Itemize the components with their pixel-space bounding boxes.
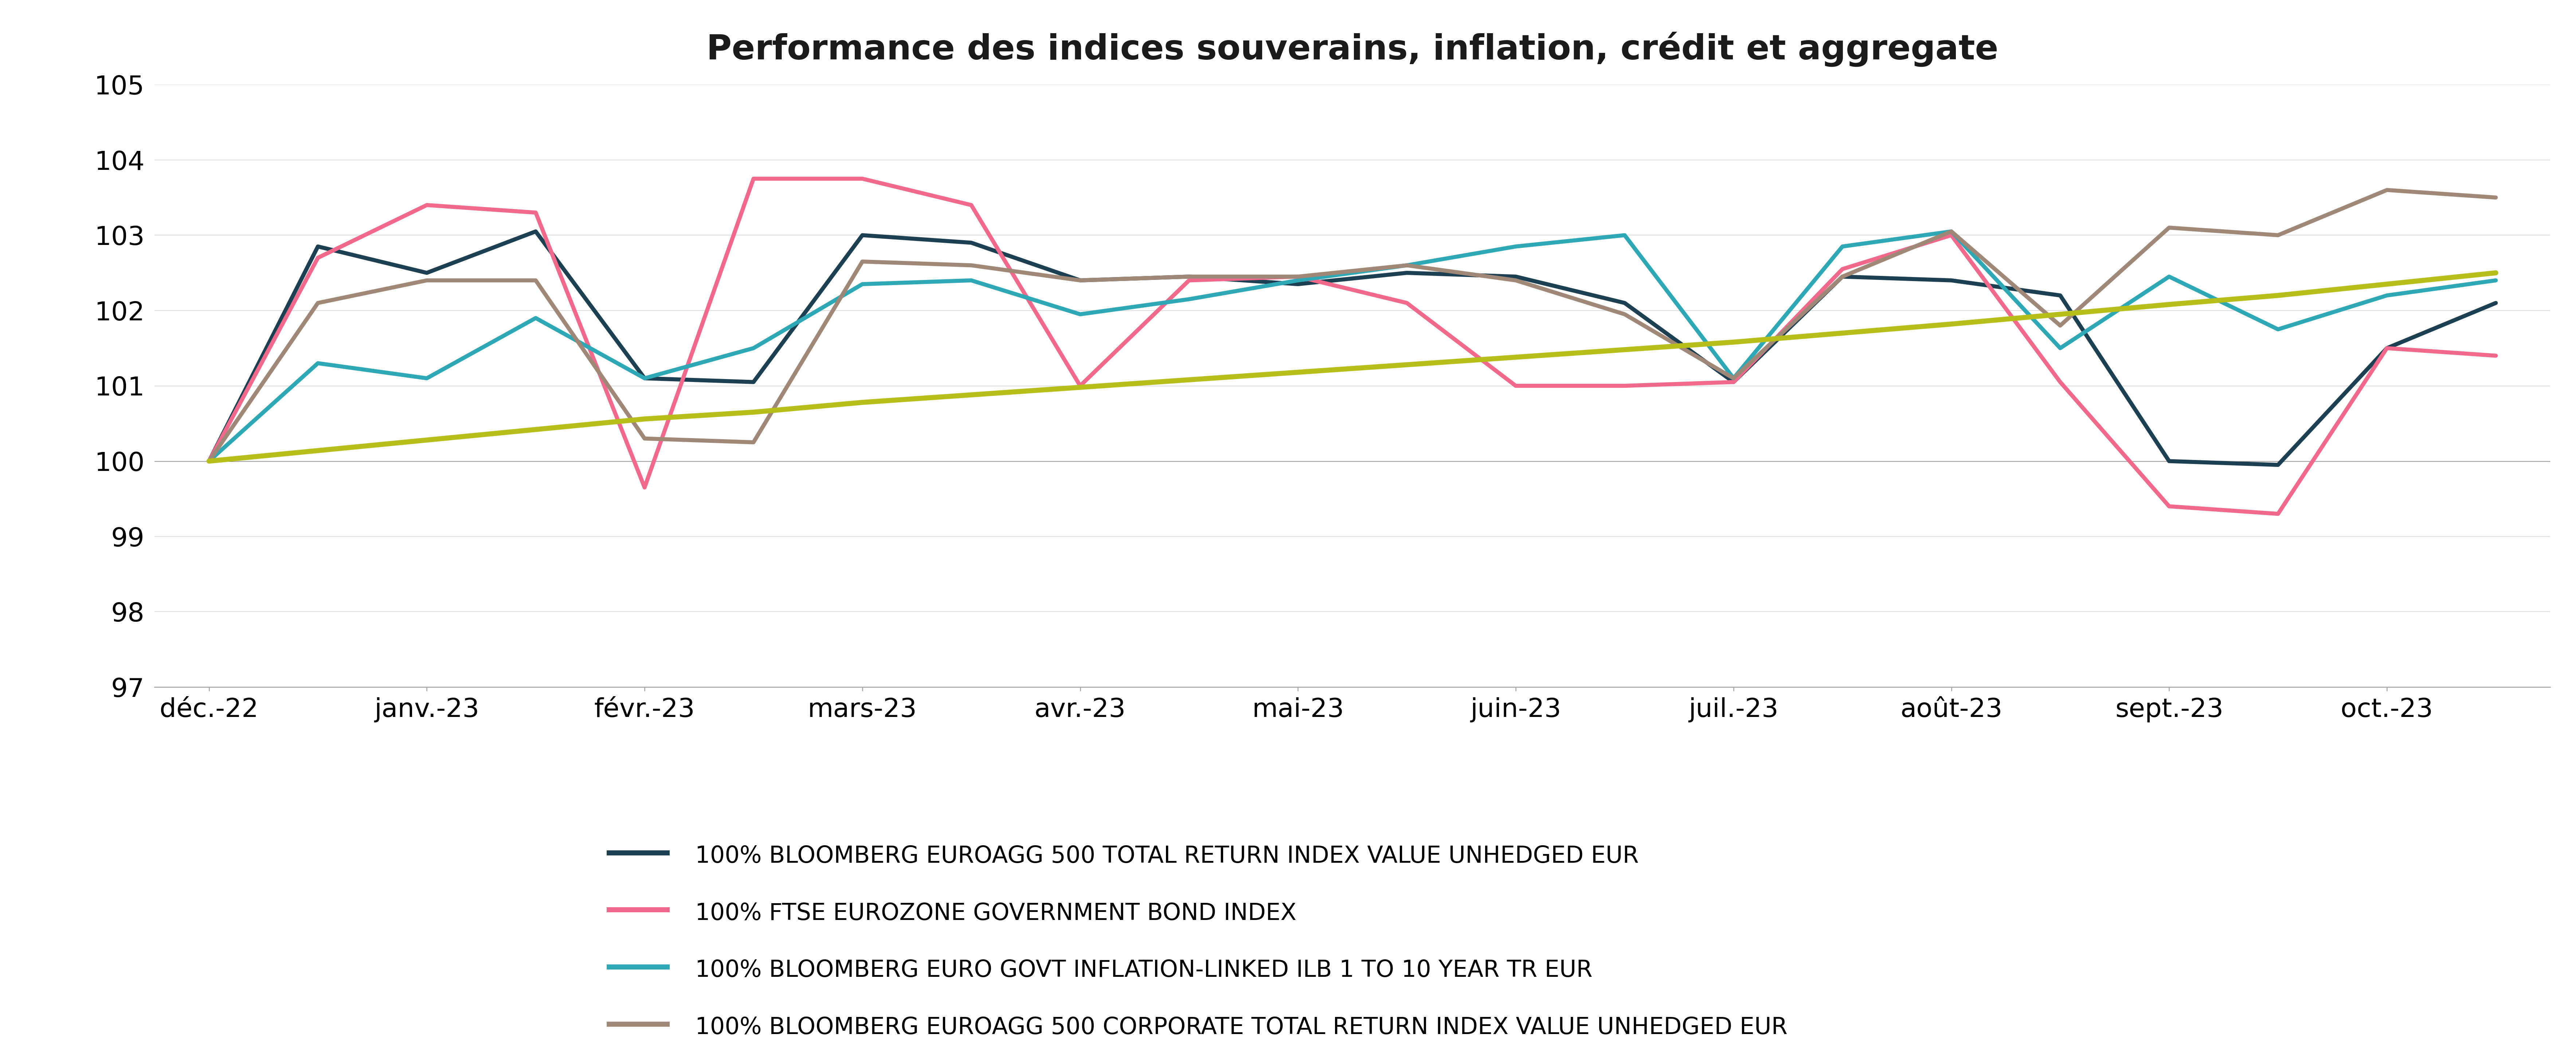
Legend: 100% BLOOMBERG EUROAGG 500 TOTAL RETURN INDEX VALUE UNHEDGED EUR, 100% FTSE EURO: 100% BLOOMBERG EUROAGG 500 TOTAL RETURN … [598, 831, 1798, 1057]
Title: Performance des indices souverains, inflation, crédit et aggregate: Performance des indices souverains, infl… [706, 32, 1999, 67]
